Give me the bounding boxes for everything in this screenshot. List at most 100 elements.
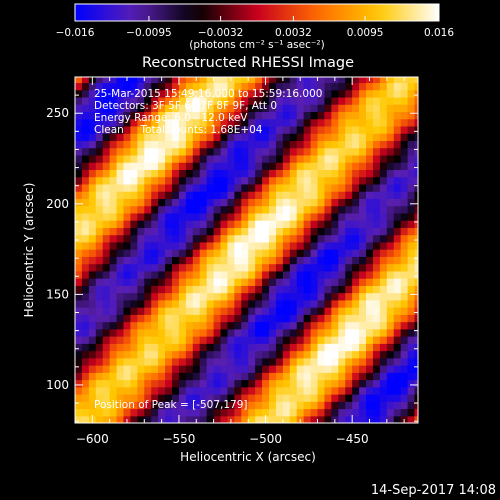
heatmap-cell: [185, 401, 194, 410]
heatmap-cell: [269, 394, 277, 402]
heatmap-cell: [338, 350, 346, 359]
heatmap-cell: [282, 415, 291, 423]
heatmap-cell: [255, 401, 263, 410]
heatmap-cell: [255, 278, 263, 286]
heatmap-cell: [296, 118, 305, 127]
heatmap-cell: [116, 270, 125, 279]
heatmap-cell: [116, 408, 125, 417]
heatmap-cell: [379, 307, 388, 315]
heatmap-cell: [414, 307, 418, 315]
heatmap-cell: [88, 350, 97, 359]
heatmap-cell: [407, 125, 416, 134]
heatmap-cell: [220, 278, 229, 286]
heatmap-cell: [345, 220, 353, 228]
heatmap-cell: [102, 379, 111, 388]
heatmap-cell: [366, 234, 374, 243]
heatmap-cell: [199, 415, 208, 423]
heatmap-cell: [296, 198, 305, 207]
heatmap-cell: [359, 357, 367, 366]
heatmap-cell: [88, 394, 97, 402]
heatmap-cell: [220, 415, 229, 423]
heatmap-cell: [227, 278, 235, 286]
heatmap-cell: [338, 77, 346, 84]
heatmap-cell: [88, 270, 97, 279]
heatmap-cell: [282, 191, 291, 199]
y-tick-label: 250: [46, 106, 69, 120]
heatmap-cell: [165, 227, 173, 236]
heatmap-cell: [345, 82, 353, 91]
heatmap-cell: [116, 96, 125, 105]
colorbar-tick-label: 0.0095: [347, 27, 384, 39]
heatmap-cell: [151, 176, 159, 185]
heatmap-cell: [75, 343, 83, 352]
heatmap-cell: [386, 82, 395, 91]
heatmap-cell: [282, 82, 291, 91]
heatmap-cell: [248, 278, 256, 286]
heatmap-cell: [407, 111, 416, 120]
heatmap-cell: [137, 227, 145, 236]
heatmap-cell: [310, 401, 319, 410]
heatmap-cell: [372, 249, 381, 257]
heatmap-cell: [165, 263, 173, 272]
heatmap-cell: [248, 147, 256, 156]
heatmap-cell: [137, 307, 145, 315]
heatmap-cell: [234, 205, 242, 214]
heatmap-cell: [213, 212, 222, 221]
heatmap-cell: [400, 183, 409, 192]
heatmap-cell: [213, 343, 222, 352]
heatmap-cell: [366, 125, 374, 134]
heatmap-cell: [414, 256, 418, 265]
heatmap-cell: [144, 205, 152, 214]
heatmap-cell: [359, 118, 367, 127]
heatmap-cell: [172, 401, 180, 410]
heatmap-cell: [407, 307, 416, 315]
heatmap-cell: [393, 154, 402, 163]
heatmap-cell: [386, 328, 395, 337]
heatmap-cell: [289, 154, 298, 163]
heatmap-cell: [227, 125, 235, 134]
heatmap-cell: [234, 234, 242, 243]
heatmap-cell: [414, 133, 418, 142]
heatmap-cell: [310, 278, 319, 286]
heatmap-cell: [324, 343, 332, 352]
heatmap-cell: [386, 118, 395, 127]
heatmap-cell: [248, 415, 256, 423]
heatmap-cell: [393, 111, 402, 120]
heatmap-cell: [407, 299, 416, 308]
heatmap-cell: [130, 198, 138, 207]
heatmap-cell: [234, 372, 242, 381]
heatmap-cell: [158, 82, 166, 91]
heatmap-cell: [75, 125, 83, 134]
heatmap-cell: [345, 111, 353, 120]
heatmap-cell: [192, 89, 201, 98]
heatmap-cell: [81, 379, 90, 388]
heatmap-cell: [213, 77, 222, 84]
heatmap-cell: [255, 336, 263, 344]
heatmap-cell: [359, 82, 367, 91]
heatmap-cell: [178, 350, 187, 359]
heatmap-cell: [241, 350, 249, 359]
heatmap-cell: [282, 270, 291, 279]
heatmap-cell: [116, 220, 125, 228]
heatmap-cell: [178, 372, 187, 381]
heatmap-cell: [220, 82, 229, 91]
heatmap-cell: [227, 365, 235, 373]
heatmap-cell: [241, 133, 249, 142]
heatmap-cell: [303, 205, 312, 214]
heatmap-cell: [400, 227, 409, 236]
heatmap-cell: [220, 328, 229, 337]
heatmap-cell: [199, 401, 208, 410]
heatmap-cell: [102, 111, 111, 120]
heatmap-cell: [192, 328, 201, 337]
heatmap-cell: [303, 89, 312, 98]
heatmap-cell: [372, 183, 381, 192]
heatmap-cell: [241, 227, 249, 236]
heatmap-cell: [414, 379, 418, 388]
heatmap-cell: [289, 176, 298, 185]
heatmap-cell: [75, 285, 83, 294]
heatmap-cell: [213, 372, 222, 381]
heatmap-cell: [213, 292, 222, 301]
heatmap-cell: [227, 394, 235, 402]
heatmap-cell: [172, 125, 180, 134]
